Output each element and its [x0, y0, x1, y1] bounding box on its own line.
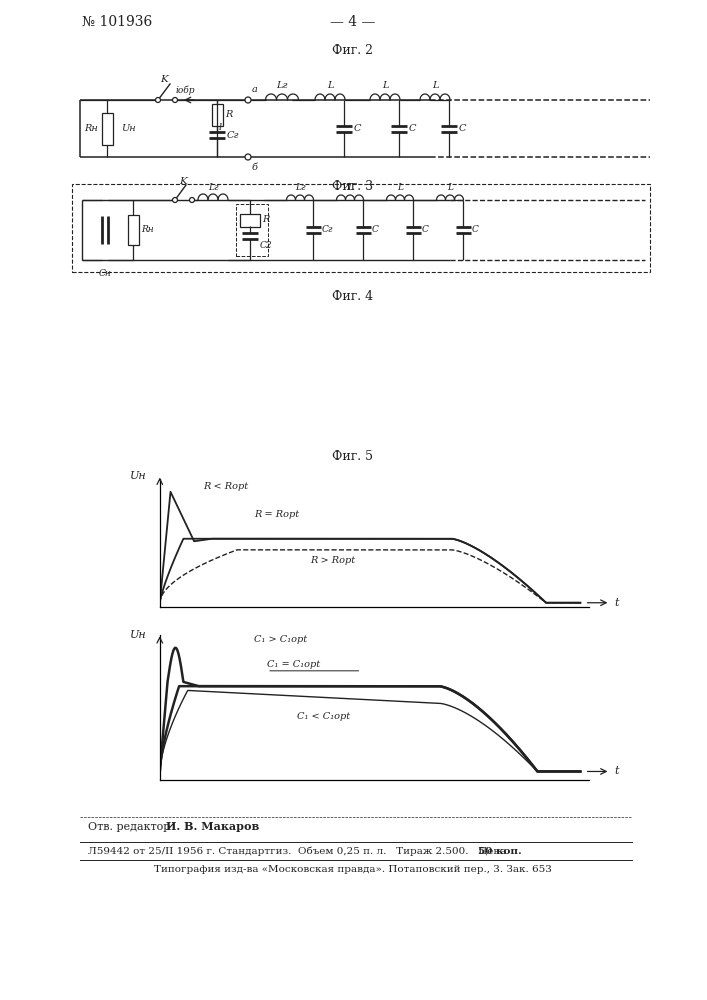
Text: — 4 —: — 4 —	[330, 15, 375, 29]
Text: L: L	[447, 184, 453, 192]
Text: Lг: Lг	[295, 184, 305, 192]
Text: C: C	[459, 124, 467, 133]
Text: R < Ropt: R < Ropt	[203, 482, 248, 491]
Bar	[211, 104, 223, 125]
Text: K: K	[160, 76, 168, 85]
Text: C₁ > C₁opt: C₁ > C₁opt	[255, 635, 308, 644]
Text: Отв. редактор: Отв. редактор	[88, 822, 174, 832]
Text: C: C	[409, 124, 416, 133]
Text: C: C	[422, 226, 429, 234]
Text: C2: C2	[260, 241, 273, 250]
Text: C: C	[372, 226, 379, 234]
Text: K: K	[179, 176, 187, 186]
Text: L: L	[397, 184, 403, 192]
Text: И. В. Макаров: И. В. Макаров	[166, 822, 259, 832]
Text: Uн: Uн	[121, 124, 136, 133]
Text: iобр: iобр	[175, 85, 194, 95]
Text: R: R	[225, 110, 233, 119]
Circle shape	[245, 97, 251, 103]
Text: Uн: Uн	[130, 630, 147, 640]
Bar	[240, 214, 260, 227]
Text: Типография изд-ва «Московская правда». Потаповский пер., 3. Зак. 653: Типография изд-ва «Московская правда». П…	[154, 864, 552, 874]
Text: L: L	[382, 82, 388, 91]
Circle shape	[173, 98, 177, 103]
Bar	[72, 184, 650, 272]
Text: Фиг. 3: Фиг. 3	[332, 180, 373, 194]
Text: Фиг. 5: Фиг. 5	[332, 450, 373, 464]
Bar	[102, 112, 112, 144]
Circle shape	[173, 198, 177, 202]
Text: C₁ < C₁opt: C₁ < C₁opt	[297, 712, 350, 721]
Text: № 101936: № 101936	[82, 15, 152, 29]
Text: C: C	[472, 226, 479, 234]
Text: Фиг. 2: Фиг. 2	[332, 43, 373, 56]
Text: R > Ropt: R > Ropt	[310, 556, 355, 565]
Text: L: L	[432, 82, 438, 91]
Text: Cг: Cг	[227, 130, 240, 139]
Text: Lг: Lг	[276, 82, 288, 91]
Text: Cн: Cн	[98, 269, 112, 278]
Circle shape	[156, 98, 160, 103]
Circle shape	[189, 198, 194, 202]
Bar	[236, 204, 268, 256]
Bar	[127, 215, 139, 245]
Text: б: б	[252, 162, 258, 172]
Text: C: C	[354, 124, 361, 133]
Text: Cг: Cг	[322, 226, 334, 234]
Text: t: t	[614, 598, 619, 608]
Text: R: R	[262, 216, 269, 225]
Text: L: L	[347, 184, 353, 192]
Text: t: t	[614, 766, 619, 776]
Text: Uн: Uн	[130, 471, 147, 481]
Text: L: L	[327, 82, 333, 91]
Text: a: a	[252, 86, 258, 95]
Text: Lг: Lг	[208, 182, 218, 192]
Text: Rн: Rн	[84, 124, 98, 133]
Text: R = Ropt: R = Ropt	[255, 510, 299, 519]
Circle shape	[245, 154, 251, 160]
Text: Rн: Rн	[141, 226, 153, 234]
Text: C₁ = C₁opt: C₁ = C₁opt	[267, 660, 320, 669]
Text: l: l	[219, 123, 222, 132]
Text: Л59442 от 25/II 1956 г. Стандартгиз.  Объем 0,25 п. л.   Тираж 2.500.   Цена: Л59442 от 25/II 1956 г. Стандартгиз. Объ…	[88, 846, 510, 856]
Text: Фиг. 4: Фиг. 4	[332, 290, 373, 302]
Text: 50 коп.: 50 коп.	[478, 846, 522, 856]
